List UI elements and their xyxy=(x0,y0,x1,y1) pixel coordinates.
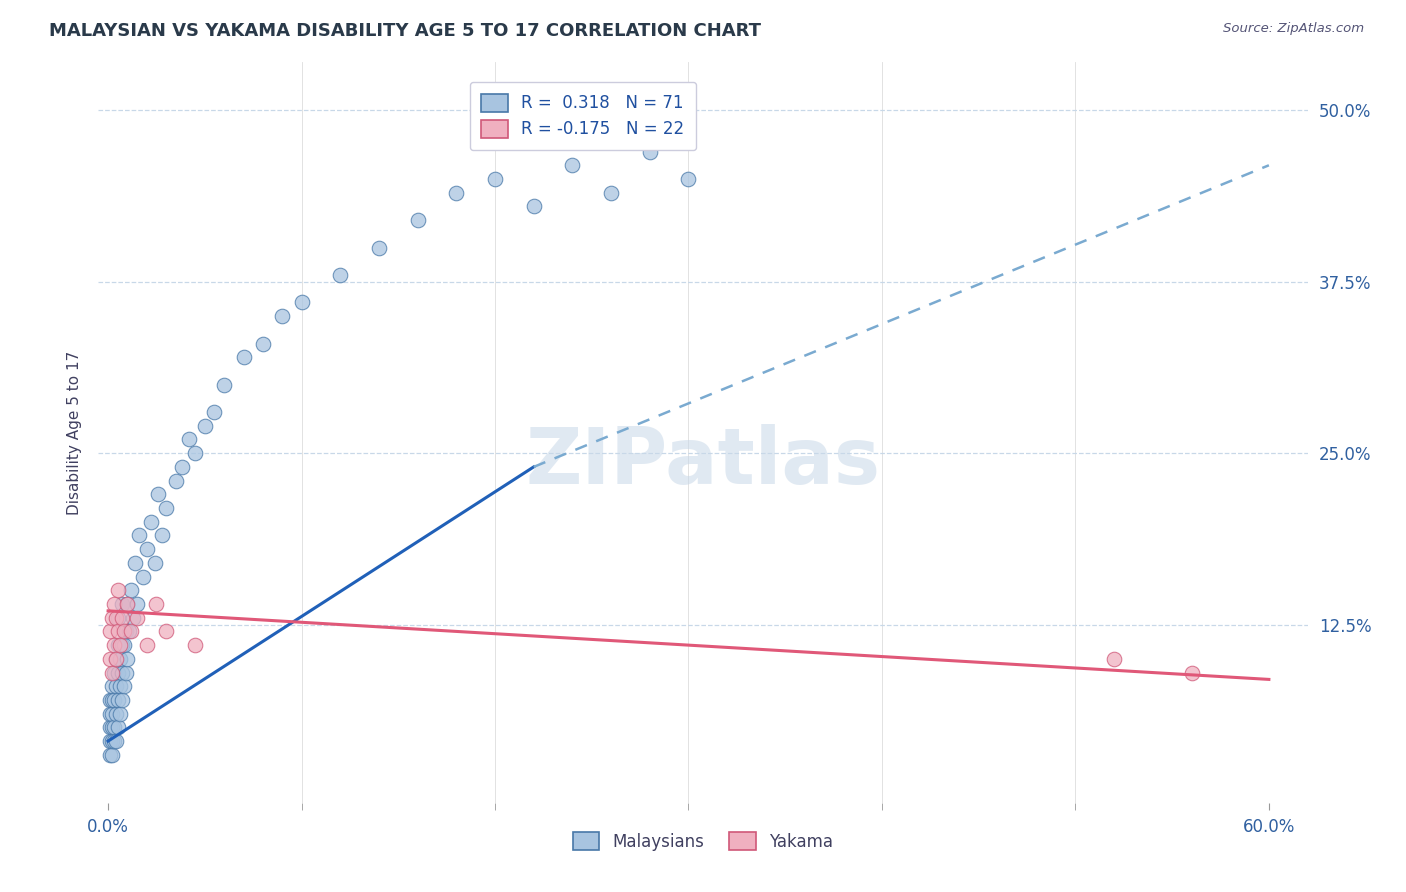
Point xyxy=(104,652,127,666)
Point xyxy=(184,446,207,460)
Point xyxy=(600,186,623,200)
Point xyxy=(638,145,661,159)
Point xyxy=(104,611,127,625)
Point xyxy=(232,350,254,364)
Point xyxy=(101,720,124,734)
Point xyxy=(155,501,177,516)
Point xyxy=(212,377,235,392)
Point xyxy=(98,720,121,734)
Point xyxy=(117,597,139,611)
Point xyxy=(111,693,134,707)
Point xyxy=(101,665,124,680)
Point xyxy=(104,706,127,721)
Point xyxy=(111,611,134,625)
Point xyxy=(101,706,124,721)
Point xyxy=(98,734,121,748)
Point xyxy=(145,597,167,611)
Point xyxy=(107,638,129,652)
Legend: Malaysians, Yakama: Malaysians, Yakama xyxy=(565,825,841,857)
Point xyxy=(118,624,141,639)
Point xyxy=(128,528,150,542)
Point xyxy=(104,679,127,693)
Point xyxy=(108,679,131,693)
Point xyxy=(1180,665,1202,680)
Point xyxy=(98,706,121,721)
Point xyxy=(523,199,546,213)
Point xyxy=(204,405,226,419)
Point xyxy=(112,638,135,652)
Point xyxy=(112,679,135,693)
Point xyxy=(329,268,352,282)
Point xyxy=(101,611,124,625)
Point xyxy=(165,474,187,488)
Point xyxy=(184,638,207,652)
Point xyxy=(127,597,149,611)
Point xyxy=(108,638,131,652)
Point xyxy=(179,433,201,447)
Point xyxy=(107,611,129,625)
Point xyxy=(112,624,135,639)
Point xyxy=(120,583,142,598)
Point xyxy=(101,734,124,748)
Text: Source: ZipAtlas.com: Source: ZipAtlas.com xyxy=(1223,22,1364,36)
Point xyxy=(107,693,129,707)
Point xyxy=(271,309,294,323)
Point xyxy=(103,597,125,611)
Point xyxy=(135,638,157,652)
Point xyxy=(98,747,121,762)
Point xyxy=(107,720,129,734)
Text: MALAYSIAN VS YAKAMA DISABILITY AGE 5 TO 17 CORRELATION CHART: MALAYSIAN VS YAKAMA DISABILITY AGE 5 TO … xyxy=(49,22,761,40)
Point xyxy=(561,158,583,172)
Point xyxy=(124,556,146,570)
Point xyxy=(117,597,139,611)
Point xyxy=(135,542,157,557)
Point xyxy=(108,706,131,721)
Point xyxy=(101,679,124,693)
Point xyxy=(132,569,155,583)
Point xyxy=(104,652,127,666)
Point xyxy=(107,583,129,598)
Y-axis label: Disability Age 5 to 17: Disability Age 5 to 17 xyxy=(66,351,82,515)
Point xyxy=(107,665,129,680)
Point xyxy=(103,720,125,734)
Point xyxy=(368,240,391,255)
Point xyxy=(111,638,134,652)
Point xyxy=(290,295,312,310)
Point xyxy=(150,528,173,542)
Point xyxy=(194,418,217,433)
Point xyxy=(104,734,127,748)
Point xyxy=(101,747,124,762)
Point xyxy=(120,624,142,639)
Point xyxy=(103,693,125,707)
Point xyxy=(406,213,429,227)
Point xyxy=(155,624,177,639)
Text: ZIPatlas: ZIPatlas xyxy=(526,425,880,500)
Point xyxy=(117,652,139,666)
Point xyxy=(122,611,145,625)
Point xyxy=(127,611,149,625)
Point xyxy=(103,665,125,680)
Point xyxy=(114,665,136,680)
Point xyxy=(108,652,131,666)
Point xyxy=(111,597,134,611)
Point xyxy=(252,336,274,351)
Point xyxy=(98,652,121,666)
Point xyxy=(148,487,170,501)
Point xyxy=(101,693,124,707)
Point xyxy=(114,624,136,639)
Point xyxy=(139,515,162,529)
Point xyxy=(98,624,121,639)
Point xyxy=(1102,652,1125,666)
Point xyxy=(111,665,134,680)
Point xyxy=(103,734,125,748)
Point xyxy=(678,172,700,186)
Point xyxy=(103,638,125,652)
Point xyxy=(484,172,506,186)
Point xyxy=(143,556,166,570)
Point xyxy=(446,186,468,200)
Point xyxy=(170,459,193,474)
Point xyxy=(107,624,129,639)
Point xyxy=(98,693,121,707)
